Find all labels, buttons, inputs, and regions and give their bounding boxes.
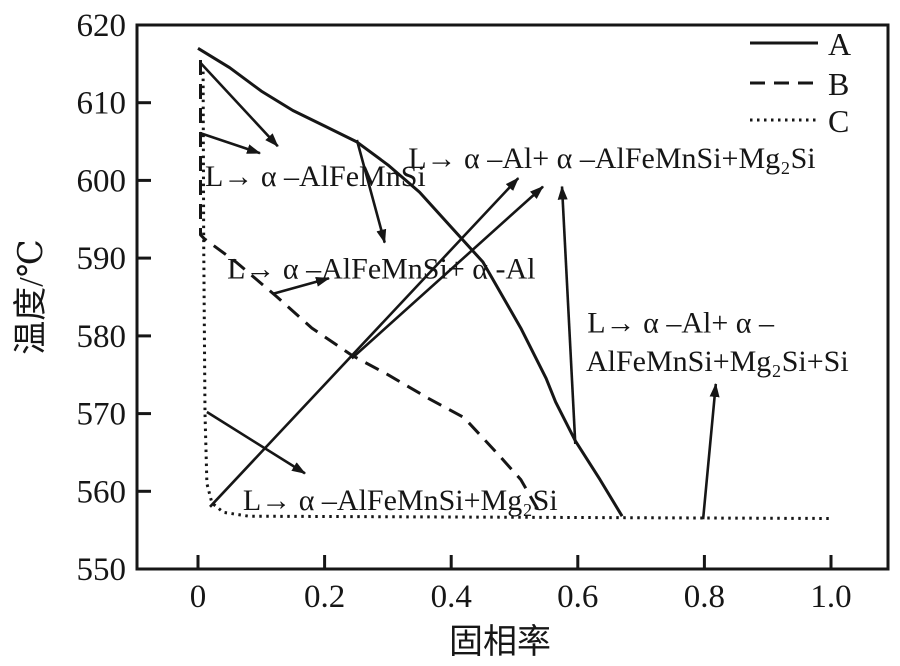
- x-tick-label: 1.0: [810, 579, 851, 615]
- annotation-arrow-3: [355, 139, 387, 244]
- y-tick-label: 580: [77, 319, 127, 355]
- x-axis-label: 固相率: [449, 623, 551, 661]
- x-tick-label: 0.8: [684, 579, 725, 615]
- curve-C: [201, 71, 832, 520]
- y-tick-label: 560: [77, 474, 127, 510]
- annotation-arrow-8: [701, 383, 720, 520]
- annotation-label-3: L→ α –AlFeMnSi+ α -Al: [227, 252, 535, 285]
- y-tick-label: 620: [77, 8, 127, 44]
- curve-A: [197, 47, 624, 517]
- y-tick-label: 570: [77, 397, 127, 433]
- x-tick-label: 0.2: [304, 579, 345, 615]
- annotation-arrows-group: [198, 61, 720, 520]
- annotation-arrow-4: [272, 276, 330, 296]
- legend-label-c: C: [828, 103, 849, 139]
- x-tick-label: 0: [190, 579, 207, 615]
- annotation-label-1: L→ α –AlFeMnSi: [205, 160, 426, 193]
- y-axis-ticks-group: 550 560 570 580 590 600 610 620: [77, 8, 151, 588]
- x-tick-label: 0.4: [431, 579, 472, 615]
- annotation-arrow-6: [350, 185, 544, 360]
- annotation-arrow-2: [199, 131, 261, 155]
- y-tick-label: 550: [77, 552, 127, 588]
- annotation-arrow-1: [198, 61, 279, 148]
- legend-label-a: A: [828, 26, 851, 62]
- annotation-label-2: L→ α –Al+ α –AlFeMnSi+Mg₂Si: [408, 142, 815, 175]
- curve-B: [199, 60, 544, 517]
- plot-border: [135, 23, 890, 571]
- annotation-arrow-7: [557, 185, 577, 444]
- annotation-arrow-9: [206, 410, 306, 475]
- x-axis-ticks-group: 0 0.2 0.4 0.6 0.8 1.0: [190, 555, 852, 615]
- x-tick-label: 0.6: [557, 579, 598, 615]
- annotation-label-5: AlFeMnSi+Mg₂Si+Si: [586, 345, 849, 378]
- y-tick-label: 610: [77, 86, 127, 122]
- annotation-label-4: L→ α –Al+ α –: [587, 307, 775, 340]
- y-axis-label: 温度/℃: [12, 239, 50, 354]
- y-tick-label: 600: [77, 163, 127, 199]
- annotation-label-6: L→ α –AlFeMnSi+Mg₂Si: [243, 484, 558, 517]
- legend: A B C: [750, 26, 851, 139]
- annotation-arrow-5: [209, 177, 520, 508]
- y-tick-label: 590: [77, 241, 127, 277]
- legend-label-b: B: [828, 66, 849, 102]
